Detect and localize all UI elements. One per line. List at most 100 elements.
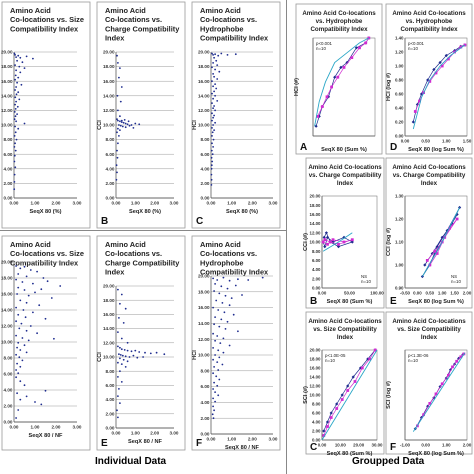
y-tick-label: 4.00 [4,388,13,393]
y-tick-label: 6.00 [4,152,13,157]
data-point [213,381,216,384]
stats-label: n=10 [325,358,335,363]
data-point [16,293,18,295]
data-point [15,265,17,267]
data-point [335,402,339,406]
x-axis-label: SeqX 80 / NF [225,445,259,451]
data-point [124,366,127,368]
y-tick-label: 18.00 [198,289,210,294]
y-tick-label: 18.00 [103,298,115,303]
y-tick-label: 12.00 [198,337,210,342]
y-tick-label: 16.00 [310,366,322,371]
data-point [241,294,243,296]
chart-title: Compatibility Index [400,26,458,33]
data-point [15,320,17,323]
data-point [212,332,215,335]
y-tick-label: 16.00 [198,79,210,84]
data-point [323,238,327,242]
y-tick-label: 2.00 [106,411,115,416]
data-point [212,107,215,110]
x-tick-label: 1.00 [442,139,451,144]
data-point [428,80,432,83]
data-point [455,212,459,217]
data-point [119,354,122,356]
y-tick-label: 10.00 [103,123,115,128]
data-point [322,429,326,433]
chart-title: Index [421,334,438,341]
y-tick-label: 6.00 [106,152,115,157]
chart-title: Amino Acid [105,6,146,15]
data-point [459,45,463,49]
stats-label: n=10 [408,358,418,363]
data-point [128,124,131,127]
data-point [115,178,118,181]
data-point [40,288,43,291]
data-point [418,99,421,103]
y-tick-label: 12.00 [103,108,115,113]
data-point [15,353,17,356]
data-point [53,337,55,340]
data-point [217,349,220,352]
chart-title: Amino Acid [200,6,241,15]
caption-individual: Individual Data [95,456,167,467]
y-tick-label: 6.00 [4,372,13,377]
y-tick-label: 2.00 [4,404,13,409]
data-point [13,118,16,121]
data-point [237,278,239,281]
data-point [330,85,333,89]
data-point [342,66,346,69]
data-point [428,263,432,267]
data-point [320,105,324,108]
chart-title: Compatibility Index [10,24,79,33]
data-point [213,56,216,59]
y-tick-label: 16.00 [103,79,115,84]
data-point [16,392,18,395]
data-point [212,417,215,420]
data-point [214,109,217,112]
data-point [218,325,221,328]
data-point [17,313,20,316]
data-point [212,85,215,88]
data-point [216,361,219,363]
data-point [216,78,219,80]
data-point [116,171,118,174]
y-tick-label: 1.30 [395,194,404,199]
chart-title: Co-locations vs. [105,249,162,258]
data-point [117,345,119,348]
data-point [247,279,250,281]
data-point [117,119,119,122]
y-tick-label: 20.00 [198,274,210,279]
chart-title: Co-locations vs. Size [10,249,84,258]
y-tick-label: 8.00 [201,137,210,142]
data-point [23,289,26,291]
data-point [224,294,227,297]
y-tick-label: 12.00 [198,108,210,113]
data-point [138,351,141,353]
y-tick-label: 6.00 [312,258,321,263]
y-tick-label: 14.00 [103,93,115,98]
y-tick-label: 1.40 [395,36,404,41]
data-point [211,80,213,83]
x-tick-label: 1.50 [450,291,459,296]
y-tick-label: 4.00 [312,420,321,425]
y-tick-label: 6.00 [106,383,115,388]
x-tick-label: 20.00 [353,443,365,448]
panel-frame [385,3,473,155]
data-point [354,46,358,50]
y-tick-label: 14.00 [103,326,115,331]
x-tick-label: 0.00 [421,443,430,448]
series-line [412,352,466,432]
panel-frame [191,235,281,451]
y-tick-label: 20.00 [310,348,322,353]
y-tick-label: 14.00 [198,321,210,326]
series-line [417,353,465,427]
data-point [14,103,16,106]
data-point [121,125,124,128]
data-point [220,318,223,321]
data-point [19,349,22,351]
data-point [415,102,419,107]
data-point [428,402,432,405]
data-point [118,124,120,126]
